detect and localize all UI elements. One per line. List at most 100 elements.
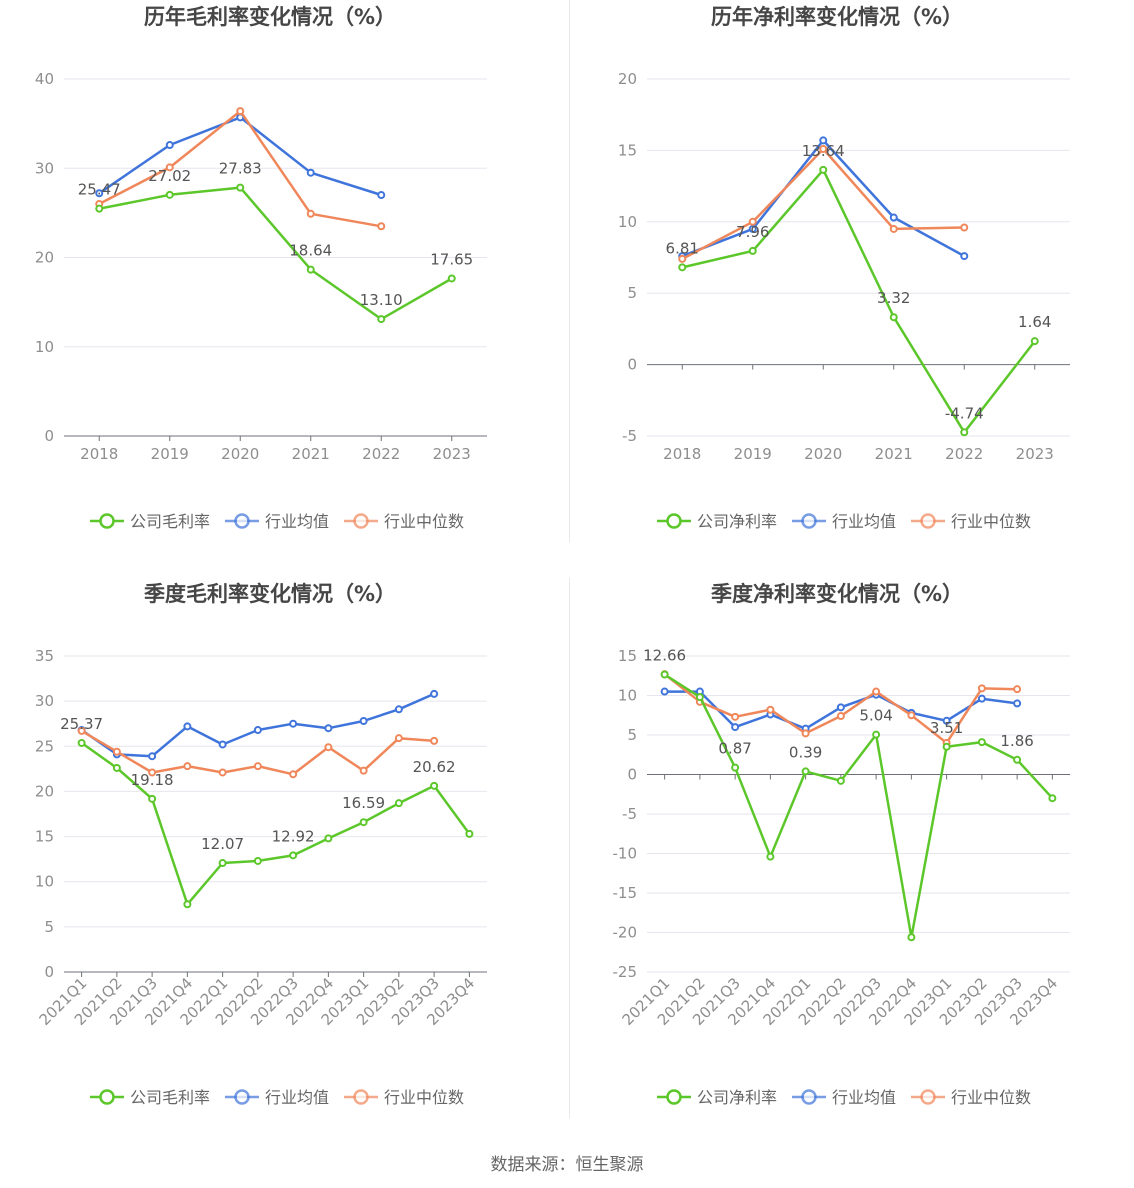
- data-label: 12.66: [643, 646, 686, 664]
- data-point-2: [324, 743, 333, 752]
- x-tick-label: 2021: [292, 445, 330, 463]
- data-point-1: [324, 724, 333, 733]
- chart-svg-1: 历年净利率变化情况（%） -5 0 5 10 15 20 2018 2019 2020 2021 20…: [618, 5, 1070, 531]
- data-point-2: [430, 736, 439, 745]
- data-point-1: [819, 136, 828, 145]
- y-tick-label: 5: [44, 918, 54, 936]
- data-point-0: [907, 933, 916, 942]
- chart-annual-net-margin: 历年净利率变化情况（%） -5 0 5 10 15 20 2018 2019 2020 2021 20…: [567, 0, 1134, 570]
- data-point-1: [960, 252, 969, 261]
- data-point-0: [165, 190, 174, 199]
- data-point-0: [148, 794, 157, 803]
- data-point-1: [306, 168, 315, 177]
- y-tick-label: 10: [618, 213, 637, 231]
- data-point-2: [377, 222, 386, 231]
- data-label: 0.87: [718, 740, 751, 758]
- data-point-0: [183, 900, 192, 909]
- data-point-0: [394, 799, 403, 808]
- legend-marker: [801, 1089, 817, 1105]
- legend-label: 公司净利率: [697, 512, 777, 531]
- data-label: 7.96: [736, 223, 769, 241]
- legend-label: 公司毛利率: [130, 512, 210, 531]
- x-tick-label: 2019: [151, 445, 189, 463]
- data-point-0: [236, 183, 245, 192]
- y-tick-label: 10: [35, 873, 54, 891]
- data-label: 12.92: [272, 827, 315, 845]
- legend-marker: [801, 513, 817, 529]
- legend-label: 行业均值: [265, 1088, 329, 1107]
- data-label: 13.64: [802, 142, 845, 160]
- data-label: 1.86: [1000, 732, 1033, 750]
- y-tick-label: -25: [613, 963, 638, 981]
- data-point-2: [77, 726, 86, 735]
- data-label: 3.51: [930, 719, 963, 737]
- data-point-0: [253, 856, 262, 865]
- data-label: 19.18: [131, 771, 174, 789]
- data-point-0: [942, 742, 951, 751]
- data-point-2: [977, 684, 986, 693]
- data-point-0: [430, 781, 439, 790]
- data-point-0: [872, 730, 881, 739]
- data-point-1: [183, 722, 192, 731]
- data-point-0: [1013, 755, 1022, 764]
- data-label: 16.59: [342, 794, 385, 812]
- data-label: 27.83: [219, 160, 262, 178]
- data-point-2: [748, 217, 757, 226]
- divider-top: [569, 0, 570, 542]
- y-tick-label: 0: [627, 356, 637, 374]
- x-tick-label: 2018: [663, 445, 701, 463]
- data-label: 3.32: [877, 289, 910, 307]
- y-tick-label: 10: [618, 687, 637, 705]
- data-point-1: [889, 213, 898, 222]
- legend-item-2: 行业中位数: [344, 512, 464, 531]
- legend-marker: [234, 1089, 250, 1105]
- y-tick-label: 0: [44, 963, 54, 981]
- y-tick-label: 15: [618, 647, 637, 665]
- legend-label: 行业中位数: [951, 512, 1031, 531]
- chart-svg-2: 季度毛利率变化情况（%）051015202530352021Q12021Q220…: [35, 582, 487, 1107]
- x-tick-label: 2018: [80, 445, 118, 463]
- data-point-0: [1030, 337, 1039, 346]
- data-point-1: [218, 740, 227, 749]
- legend-label: 行业均值: [265, 512, 329, 531]
- y-tick-label: 20: [35, 782, 54, 800]
- legend-label: 行业中位数: [384, 512, 464, 531]
- data-point-1: [95, 189, 104, 198]
- x-tick-label: 2021: [875, 445, 913, 463]
- legend-item-2: 行业中位数: [911, 1088, 1031, 1107]
- data-label: 25.37: [60, 715, 103, 733]
- legend-label: 公司净利率: [697, 1088, 777, 1107]
- data-label: 27.02: [148, 167, 191, 185]
- data-point-0: [695, 693, 704, 702]
- chart-svg-0: 历年毛利率变化情况（%） 0 10 20 30 40 2018 2019 2020 2021 202…: [35, 5, 487, 531]
- x-tick-label: 2020: [221, 445, 259, 463]
- legend-marker: [353, 1089, 369, 1105]
- legend-item-0: 公司毛利率: [90, 512, 210, 531]
- data-point-1: [165, 141, 174, 150]
- legend-marker: [666, 1089, 682, 1105]
- data-label: 0.39: [789, 743, 822, 761]
- legend-marker: [99, 513, 115, 529]
- x-tick-label: 2019: [734, 445, 772, 463]
- y-tick-label: 30: [35, 692, 54, 710]
- legend-marker: [920, 1089, 936, 1105]
- chart-annual-gross-margin: 历年毛利率变化情况（%） 0 10 20 30 40 2018 2019 2020 2021 202…: [0, 0, 567, 570]
- data-point-0: [678, 263, 687, 272]
- x-tick-label: 2020: [804, 445, 842, 463]
- data-point-0: [77, 738, 86, 747]
- y-tick-label: 5: [627, 284, 637, 302]
- y-tick-label: -5: [622, 805, 637, 823]
- data-point-0: [766, 852, 775, 861]
- data-point-0: [819, 165, 828, 174]
- chart-title: 季度净利率变化情况（%）: [711, 582, 963, 606]
- y-tick-label: -10: [613, 845, 638, 863]
- y-tick-label: 30: [35, 159, 54, 177]
- data-point-2: [889, 224, 898, 233]
- y-tick-label: 35: [35, 647, 54, 665]
- legend-label: 公司毛利率: [130, 1088, 210, 1107]
- data-point-2: [218, 768, 227, 777]
- data-point-1: [148, 752, 157, 761]
- data-point-0: [660, 670, 669, 679]
- chart-title: 季度毛利率变化情况（%）: [144, 582, 396, 606]
- legend-item-0: 公司净利率: [657, 512, 777, 531]
